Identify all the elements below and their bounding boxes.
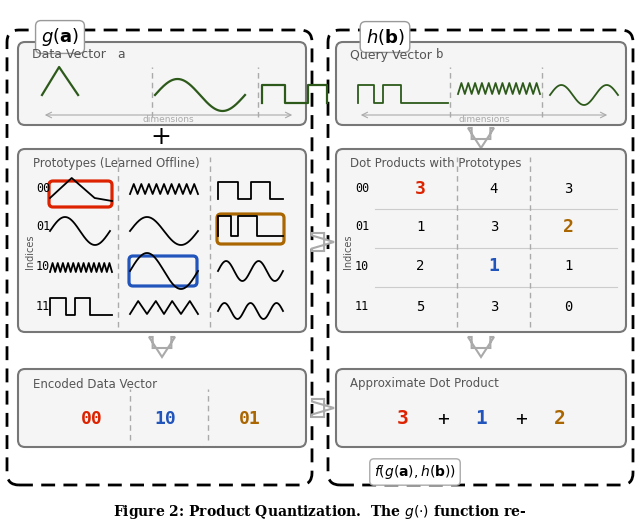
Text: 11: 11 bbox=[36, 300, 50, 314]
Polygon shape bbox=[149, 337, 175, 357]
Text: 3: 3 bbox=[564, 182, 572, 196]
Text: 10: 10 bbox=[154, 410, 176, 428]
Text: 11: 11 bbox=[355, 300, 369, 314]
Text: 10: 10 bbox=[355, 259, 369, 272]
FancyBboxPatch shape bbox=[18, 369, 306, 447]
Text: 00: 00 bbox=[81, 410, 103, 428]
FancyBboxPatch shape bbox=[336, 149, 626, 332]
Text: +: + bbox=[515, 409, 527, 428]
Polygon shape bbox=[312, 233, 334, 251]
Text: Indices: Indices bbox=[25, 235, 35, 269]
Text: 3: 3 bbox=[415, 180, 426, 198]
Text: Approximate Dot Product: Approximate Dot Product bbox=[350, 377, 499, 391]
Text: 3: 3 bbox=[490, 300, 498, 314]
Text: 1: 1 bbox=[416, 220, 424, 234]
Text: dimensions: dimensions bbox=[142, 115, 194, 124]
Text: Encoded Data Vector: Encoded Data Vector bbox=[33, 377, 157, 391]
Text: Prototypes (Learned Offline): Prototypes (Learned Offline) bbox=[33, 158, 200, 171]
Text: 00: 00 bbox=[36, 182, 50, 196]
Polygon shape bbox=[468, 128, 494, 148]
Text: 01: 01 bbox=[36, 220, 50, 233]
Polygon shape bbox=[468, 337, 494, 357]
Text: Figure 2: Product Quantization.  The $g(\cdot)$ function re-: Figure 2: Product Quantization. The $g(\… bbox=[113, 503, 527, 521]
Text: 2: 2 bbox=[563, 218, 573, 236]
Text: 3: 3 bbox=[397, 409, 409, 428]
Text: 3: 3 bbox=[490, 220, 498, 234]
Text: $f(g(\mathbf{a}), h(\mathbf{b}))$: $f(g(\mathbf{a}), h(\mathbf{b}))$ bbox=[374, 463, 456, 481]
Text: 1: 1 bbox=[475, 409, 487, 428]
Text: 00: 00 bbox=[355, 182, 369, 196]
Polygon shape bbox=[312, 399, 334, 417]
Text: dimensions: dimensions bbox=[458, 115, 510, 124]
FancyBboxPatch shape bbox=[336, 369, 626, 447]
FancyBboxPatch shape bbox=[18, 42, 306, 125]
Text: 2: 2 bbox=[554, 409, 566, 428]
Text: b: b bbox=[436, 48, 444, 62]
Text: 01: 01 bbox=[355, 220, 369, 233]
FancyBboxPatch shape bbox=[336, 42, 626, 125]
Text: +: + bbox=[437, 409, 449, 428]
Text: Data Vector: Data Vector bbox=[32, 48, 110, 62]
Text: Query Vector: Query Vector bbox=[350, 48, 436, 62]
Text: 2: 2 bbox=[416, 259, 424, 273]
Text: $h(\mathbf{b})$: $h(\mathbf{b})$ bbox=[365, 27, 404, 47]
Text: 1: 1 bbox=[488, 257, 499, 275]
Text: +: + bbox=[150, 125, 172, 149]
Text: $g(\mathbf{a})$: $g(\mathbf{a})$ bbox=[41, 26, 79, 48]
FancyBboxPatch shape bbox=[18, 149, 306, 332]
Text: 0: 0 bbox=[564, 300, 572, 314]
Text: 5: 5 bbox=[416, 300, 424, 314]
Text: Indices: Indices bbox=[343, 235, 353, 269]
Text: 1: 1 bbox=[564, 259, 572, 273]
Text: 01: 01 bbox=[239, 410, 261, 428]
Text: a: a bbox=[117, 48, 125, 62]
Text: Dot Products with Prototypes: Dot Products with Prototypes bbox=[350, 158, 522, 171]
Text: 4: 4 bbox=[490, 182, 498, 196]
Text: 10: 10 bbox=[36, 259, 50, 272]
